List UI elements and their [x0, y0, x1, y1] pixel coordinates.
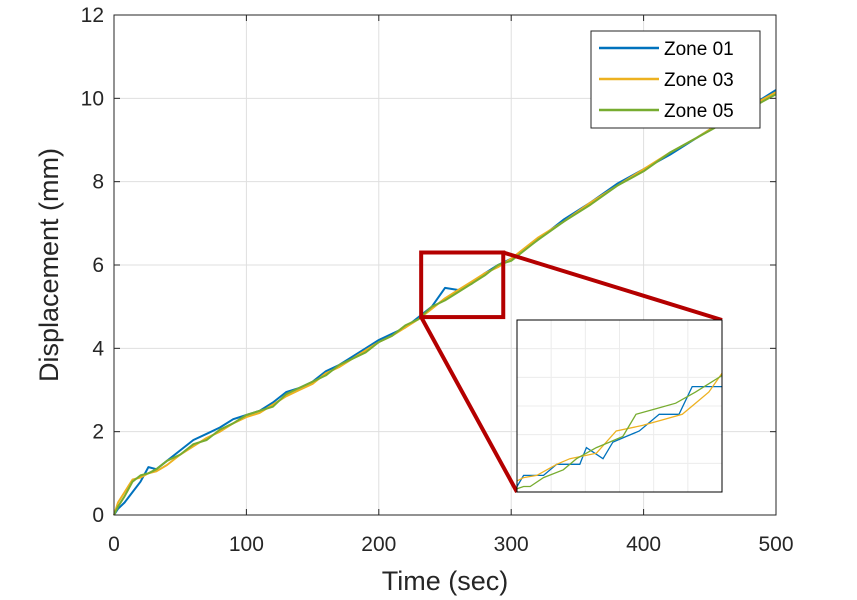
legend-label: Zone 01: [664, 39, 734, 60]
x-axis-label: Time (sec): [382, 566, 509, 596]
y-tick-label: 10: [81, 87, 104, 110]
inset-zone-03-line: [516, 372, 723, 482]
legend-zone-01: Zone 01: [599, 39, 734, 60]
zone-05-line: [113, 93, 777, 516]
legend-zone-03: Zone 03: [599, 70, 734, 91]
zoom-connector-bottom: [419, 316, 519, 493]
zoom-region-box: [419, 250, 506, 320]
y-tick-label: 12: [81, 4, 104, 27]
inset-zone-01-line: [516, 385, 722, 487]
axis-ticks: [113, 14, 777, 516]
x-tick-label: 500: [758, 533, 793, 556]
y-tick-label: 4: [92, 337, 104, 360]
y-tick-label: 8: [92, 171, 104, 194]
x-tick-label: 0: [108, 533, 120, 556]
y-tick-labels: 0 2 4 6 8 10 12: [81, 4, 105, 527]
legend-label: Zone 05: [664, 101, 734, 122]
x-tick-label: 200: [361, 533, 396, 556]
x-tick-label: 300: [494, 533, 529, 556]
legend-zone-05: Zone 05: [599, 101, 734, 122]
zoom-connector-top: [502, 250, 723, 322]
inset-zone-05-line: [516, 374, 723, 490]
legend-label: Zone 03: [664, 70, 734, 91]
series-lines: [113, 89, 777, 516]
y-tick-label: 2: [92, 421, 104, 444]
x-tick-labels: 0 100 200 300 400 500: [108, 533, 793, 556]
y-tick-label: 6: [92, 254, 104, 277]
x-tick-label: 100: [229, 533, 264, 556]
x-tick-label: 400: [626, 533, 661, 556]
y-axis-label: Displacement (mm): [34, 148, 64, 382]
zoom-annotation: [419, 250, 723, 493]
inset-grid: [517, 320, 722, 492]
y-tick-label: 0: [92, 504, 104, 527]
inset-frame: [516, 319, 723, 493]
legend: Zone 01 Zone 03 Zone 05: [590, 30, 761, 129]
